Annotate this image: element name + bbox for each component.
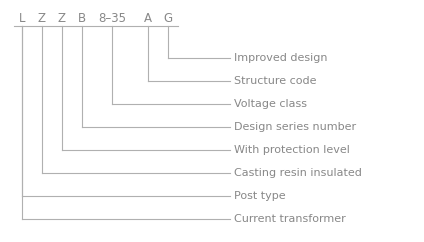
Text: 8–35: 8–35 xyxy=(98,12,126,25)
Text: L: L xyxy=(19,12,25,25)
Text: G: G xyxy=(163,12,173,25)
Text: Voltage class: Voltage class xyxy=(234,99,307,109)
Text: With protection level: With protection level xyxy=(234,145,350,155)
Text: Z: Z xyxy=(38,12,46,25)
Text: Improved design: Improved design xyxy=(234,53,327,63)
Text: Casting resin insulated: Casting resin insulated xyxy=(234,168,362,178)
Text: B: B xyxy=(78,12,86,25)
Text: Design series number: Design series number xyxy=(234,122,356,132)
Text: Current transformer: Current transformer xyxy=(234,214,346,224)
Text: A: A xyxy=(144,12,152,25)
Text: Structure code: Structure code xyxy=(234,76,316,86)
Text: Z: Z xyxy=(58,12,66,25)
Text: Post type: Post type xyxy=(234,191,286,201)
